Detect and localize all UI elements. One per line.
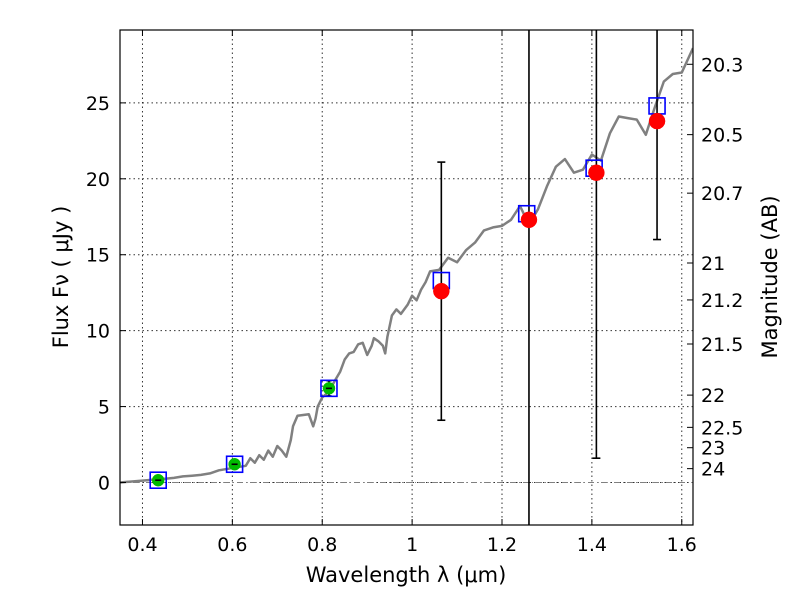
x-tick-label: 0.8 <box>307 534 337 556</box>
right-tick-label: 22.5 <box>701 417 743 439</box>
y-tick-label: 0 <box>98 472 110 494</box>
y-tick-label: 25 <box>86 93 110 115</box>
y-tick-label: 5 <box>98 397 110 419</box>
y-axis-label: Flux Fν ( μJy ) <box>49 206 73 349</box>
model-square <box>149 471 167 490</box>
right-tick-label: 21.5 <box>701 334 743 356</box>
model-square <box>225 455 244 474</box>
plot-frame <box>119 29 694 526</box>
spectrum-line <box>120 47 693 484</box>
x-tick-label: 1.2 <box>487 534 517 556</box>
y-tick-label: 20 <box>86 169 110 191</box>
y-tick-label: 15 <box>86 245 110 267</box>
y-tick-label: 10 <box>86 321 110 343</box>
x-axis-label: Wavelength λ (μm) <box>306 563 507 587</box>
x-tick-label: 1.6 <box>667 534 697 556</box>
template-spectrum <box>120 47 693 484</box>
right-tick-label: 24 <box>701 459 725 481</box>
x-tick-label: 0.6 <box>217 534 247 556</box>
right-tick-label: 23 <box>701 438 725 460</box>
x-tick-label: 1 <box>406 534 418 556</box>
x-tick-label: 1.4 <box>577 534 607 556</box>
right-tick-label: 20.5 <box>701 125 743 147</box>
observed-photometry <box>151 112 666 487</box>
axes: 0.4 0.6 0.8 1 1.2 1.4 1.6 0 5 10 15 20 25 20.3 20.5 20.… <box>86 30 743 556</box>
right-tick-label: 20.7 <box>701 183 743 205</box>
grid <box>120 30 693 525</box>
observed-point-red <box>588 164 605 181</box>
observed-point-red <box>433 282 450 300</box>
right-tick-label: 21.2 <box>701 290 743 312</box>
right-tick-label: 20.3 <box>701 54 743 76</box>
model-square <box>320 379 338 398</box>
right-tick-label: 21 <box>701 253 725 275</box>
observed-point-red <box>520 211 538 229</box>
x-tick-label: 0.4 <box>127 534 157 556</box>
observed-point-red <box>648 112 666 130</box>
right-tick-label: 22 <box>701 385 725 407</box>
right-axis-label: Magnitude (AB) <box>758 195 782 358</box>
